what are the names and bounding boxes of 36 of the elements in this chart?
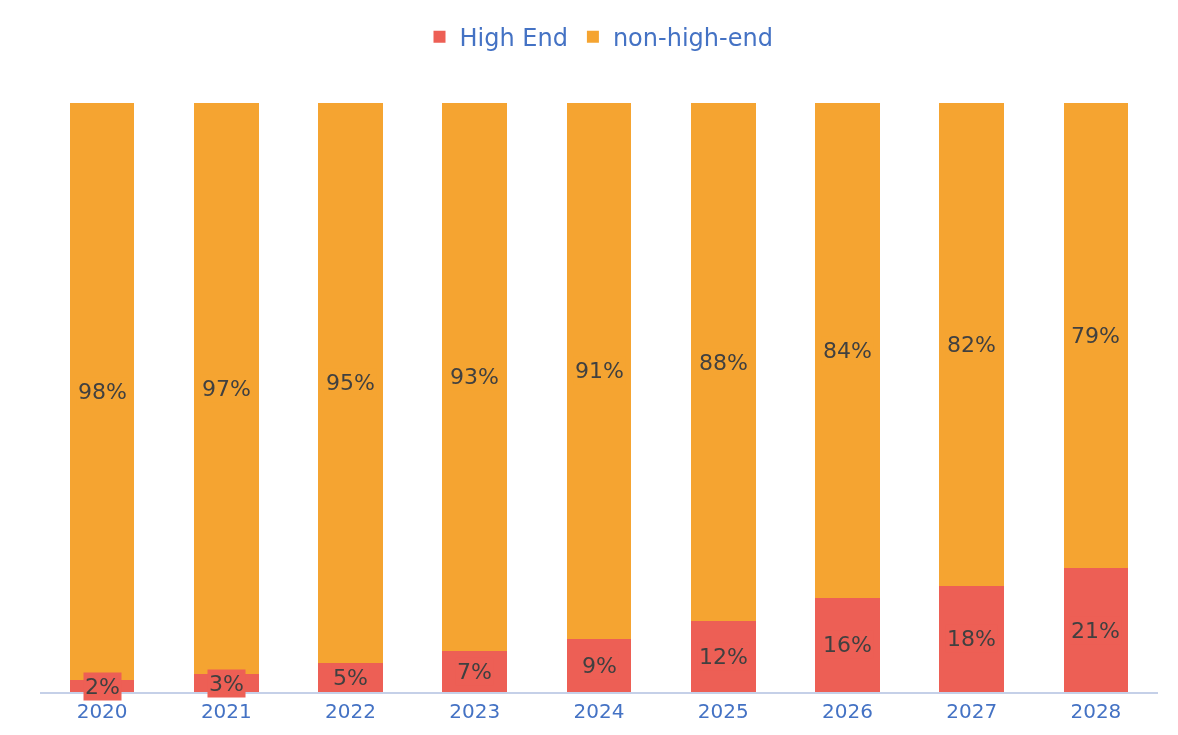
bar — [318, 103, 383, 663]
bar — [690, 103, 756, 622]
data-label: 16% — [823, 632, 872, 657]
bar — [939, 103, 1004, 586]
data-label: 18% — [947, 626, 996, 651]
legend-label: High End — [459, 24, 568, 53]
bar — [566, 103, 632, 639]
x-tick-label: 2020 — [76, 698, 128, 723]
data-label: 79% — [1071, 323, 1120, 348]
bar — [442, 103, 508, 651]
bar — [815, 103, 880, 598]
data-label: 93% — [450, 364, 499, 389]
data-label: 9% — [582, 653, 617, 678]
x-tick-label: 2024 — [573, 698, 625, 723]
data-label: 12% — [699, 644, 748, 669]
data-label: 91% — [575, 358, 624, 383]
data-label: 95% — [326, 370, 375, 395]
x-tick-label: 2026 — [821, 698, 873, 723]
bar — [1063, 103, 1129, 569]
data-label: 88% — [699, 350, 748, 375]
data-label: 84% — [823, 338, 872, 363]
data-label: 98% — [78, 379, 127, 404]
x-tick-label: 2022 — [325, 698, 377, 723]
x-tick-label: 2023 — [449, 698, 501, 723]
data-label: 82% — [947, 332, 996, 357]
data-label: 5% — [333, 665, 368, 690]
data-label: 97% — [202, 376, 251, 401]
x-tick-label: 2025 — [697, 698, 749, 723]
x-tick-label: 2027 — [946, 698, 998, 723]
legend-label: non-high-end — [612, 24, 773, 53]
data-label: 7% — [457, 659, 492, 684]
data-label: 21% — [1071, 618, 1120, 643]
x-tick-label: 2021 — [200, 698, 252, 723]
bar — [194, 103, 259, 675]
x-tick-label: 2028 — [1070, 698, 1122, 723]
data-label: 3% — [209, 671, 244, 696]
